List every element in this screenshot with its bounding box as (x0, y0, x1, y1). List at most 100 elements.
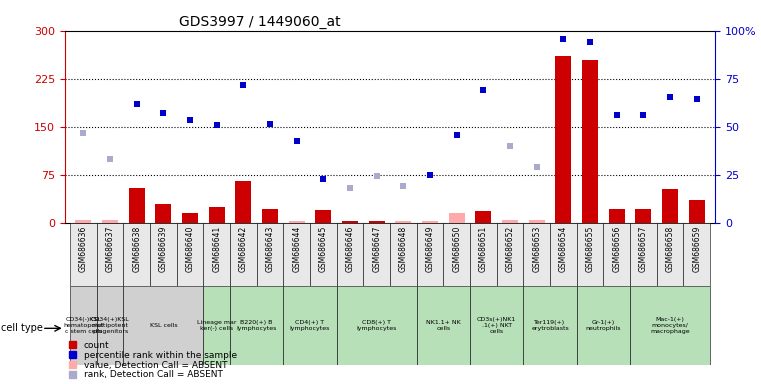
FancyBboxPatch shape (70, 286, 97, 365)
Bar (129, 187, 145, 223)
Bar (75, 220, 91, 223)
Bar (182, 213, 198, 223)
Bar (396, 221, 412, 223)
Bar (209, 207, 224, 223)
Point (530, 164, 543, 170)
FancyBboxPatch shape (123, 223, 150, 286)
Point (291, 138, 303, 144)
FancyBboxPatch shape (630, 223, 657, 286)
Point (344, 184, 356, 190)
Point (211, 122, 223, 128)
Point (397, 183, 409, 189)
FancyBboxPatch shape (256, 223, 283, 286)
Point (451, 132, 463, 138)
Text: GSM686636: GSM686636 (79, 226, 88, 272)
Point (664, 94, 676, 100)
FancyBboxPatch shape (470, 286, 524, 365)
FancyBboxPatch shape (230, 286, 283, 365)
Point (504, 143, 516, 149)
Bar (529, 220, 545, 223)
Bar (368, 221, 384, 223)
Text: GSM686652: GSM686652 (505, 226, 514, 272)
Text: NK1.1+ NK
cells: NK1.1+ NK cells (426, 320, 460, 331)
Text: GSM686637: GSM686637 (106, 226, 114, 272)
Point (610, 112, 622, 118)
FancyBboxPatch shape (524, 286, 577, 365)
FancyBboxPatch shape (577, 223, 603, 286)
Text: GSM686650: GSM686650 (452, 226, 461, 272)
Point (584, 39, 596, 45)
Text: Mac-1(+)
monocytes/
macrophage: Mac-1(+) monocytes/ macrophage (650, 317, 689, 334)
Text: GSM686654: GSM686654 (559, 226, 568, 272)
FancyBboxPatch shape (123, 286, 203, 365)
Bar (689, 200, 705, 223)
Text: GSM686651: GSM686651 (479, 226, 488, 272)
Text: GSM686648: GSM686648 (399, 226, 408, 272)
Text: GSM686641: GSM686641 (212, 226, 221, 272)
Text: Ter119(+)
erytroblasts: Ter119(+) erytroblasts (531, 320, 569, 331)
Bar (582, 60, 598, 223)
FancyBboxPatch shape (417, 223, 444, 286)
Text: GSM686659: GSM686659 (693, 226, 701, 272)
Text: GSM686649: GSM686649 (425, 226, 435, 272)
FancyBboxPatch shape (497, 223, 524, 286)
Text: CD3s(+)NK1
.1(+) NKT
cells: CD3s(+)NK1 .1(+) NKT cells (477, 317, 516, 334)
Point (424, 172, 436, 178)
FancyBboxPatch shape (230, 223, 256, 286)
Text: GSM686644: GSM686644 (292, 226, 301, 272)
Bar (422, 221, 438, 223)
Text: B220(+) B
lymphocytes: B220(+) B lymphocytes (237, 320, 277, 331)
Text: GSM686658: GSM686658 (666, 226, 674, 272)
Point (237, 82, 250, 88)
Bar (609, 209, 625, 223)
Legend: count, percentile rank within the sample, value, Detection Call = ABSENT, rank, : count, percentile rank within the sample… (69, 341, 237, 379)
Point (637, 112, 649, 118)
FancyBboxPatch shape (336, 286, 417, 365)
Bar (449, 213, 465, 223)
FancyBboxPatch shape (417, 286, 470, 365)
Text: GSM686643: GSM686643 (266, 226, 275, 272)
Text: GSM686646: GSM686646 (345, 226, 355, 272)
FancyBboxPatch shape (603, 223, 630, 286)
Text: Lineage mar
ker(-) cells: Lineage mar ker(-) cells (197, 320, 237, 331)
FancyBboxPatch shape (577, 286, 630, 365)
Point (78, 130, 90, 136)
FancyBboxPatch shape (283, 223, 310, 286)
FancyBboxPatch shape (550, 223, 577, 286)
Bar (155, 204, 171, 223)
FancyBboxPatch shape (657, 223, 683, 286)
Bar (235, 181, 251, 223)
FancyBboxPatch shape (203, 223, 230, 286)
Point (131, 101, 143, 108)
FancyBboxPatch shape (363, 223, 390, 286)
Point (184, 117, 196, 123)
FancyBboxPatch shape (336, 223, 363, 286)
Text: GSM686638: GSM686638 (132, 226, 142, 272)
FancyBboxPatch shape (70, 223, 97, 286)
Bar (476, 211, 492, 223)
Bar (502, 220, 518, 223)
Text: GSM686645: GSM686645 (319, 226, 328, 272)
FancyBboxPatch shape (283, 286, 336, 365)
FancyBboxPatch shape (177, 223, 203, 286)
Bar (102, 220, 118, 223)
Text: GSM686656: GSM686656 (612, 226, 621, 272)
Text: Gr-1(+)
neutrophils: Gr-1(+) neutrophils (586, 320, 621, 331)
Text: CD4(+) T
lymphocytes: CD4(+) T lymphocytes (290, 320, 330, 331)
Bar (556, 56, 572, 223)
FancyBboxPatch shape (390, 223, 417, 286)
FancyBboxPatch shape (203, 286, 230, 365)
Point (264, 121, 276, 127)
Text: GSM686640: GSM686640 (186, 226, 195, 272)
FancyBboxPatch shape (683, 223, 710, 286)
Text: GSM686642: GSM686642 (239, 226, 248, 272)
Text: GSM686655: GSM686655 (585, 226, 594, 272)
Text: CD34(-)KSL
hematopoiet
c stem cells: CD34(-)KSL hematopoiet c stem cells (63, 317, 103, 334)
Point (690, 96, 702, 102)
Text: GSM686647: GSM686647 (372, 226, 381, 272)
FancyBboxPatch shape (97, 286, 123, 365)
Text: GDS3997 / 1449060_at: GDS3997 / 1449060_at (179, 15, 341, 29)
Bar (315, 210, 331, 223)
Point (104, 156, 116, 162)
Point (477, 87, 489, 93)
